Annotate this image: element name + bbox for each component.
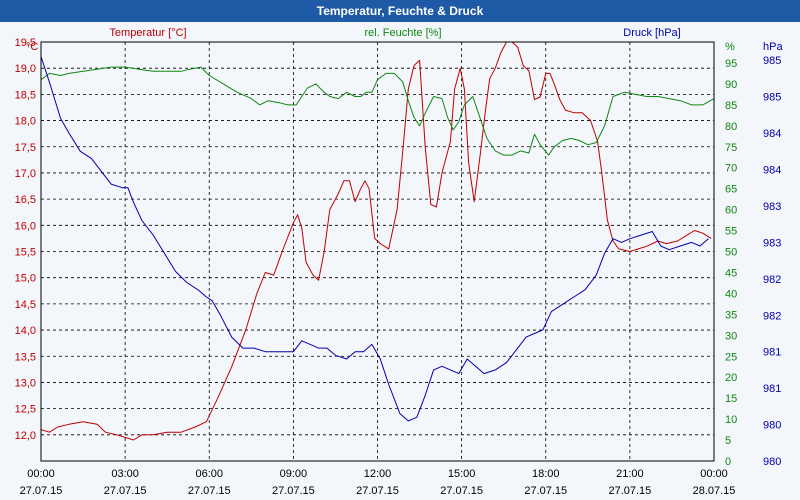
axis-labels: Temperatur [°C] rel. Feuchte [%] Druck [… <box>26 27 783 53</box>
humidity-unit: % <box>725 41 735 53</box>
x-tick-time: 06:00 <box>195 468 223 480</box>
humidity-tick-label: 80 <box>725 121 737 133</box>
temperature-tick-label: 13,0 <box>15 377 36 389</box>
x-tick-time: 21:00 <box>616 468 644 480</box>
x-tick-time: 00:00 <box>700 468 728 480</box>
x-tick-date: 27.07.15 <box>608 485 651 497</box>
humidity-tick-label: 55 <box>725 226 737 238</box>
temperature-tick-label: 16,5 <box>15 194 36 206</box>
humidity-tick-label: 40 <box>725 288 737 300</box>
pressure-tick-label: 981 <box>763 347 781 359</box>
humidity-tick-label: 85 <box>725 100 737 112</box>
temperature-axis-label: Temperatur [°C] <box>109 27 186 39</box>
window-title: Temperatur, Feuchte & Druck <box>316 4 484 18</box>
temperature-series-line <box>40 41 712 441</box>
x-tick-date: 27.07.15 <box>440 485 483 497</box>
pressure-tick-label: 980 <box>763 456 781 468</box>
humidity-axis-label: rel. Feuchte [%] <box>364 27 441 39</box>
pressure-tick-label: 985 <box>763 92 781 104</box>
x-tick-time: 15:00 <box>448 468 476 480</box>
pressure-tick-label: 981 <box>763 383 781 395</box>
temperature-tick-label: 17,0 <box>15 168 36 180</box>
humidity-tick-label: 25 <box>725 351 737 363</box>
pressure-tick-label: 983 <box>763 201 781 213</box>
temperature-unit: °C <box>26 41 38 53</box>
temperature-tick-label: 13,5 <box>15 351 36 363</box>
pressure-tick-label: 983 <box>763 237 781 249</box>
humidity-tick-label: 10 <box>725 414 737 426</box>
title-bar: Temperatur, Feuchte & Druck <box>0 0 800 22</box>
x-tick-time: 03:00 <box>111 468 139 480</box>
x-tick-date: 27.07.15 <box>524 485 567 497</box>
pressure-tick-label: 982 <box>763 274 781 286</box>
humidity-tick-label: 50 <box>725 247 737 259</box>
temperature-tick-label: 17,5 <box>15 142 36 154</box>
humidity-tick-label: 60 <box>725 205 737 217</box>
temperature-tick-label: 18,0 <box>15 116 36 128</box>
x-tick-date: 27.07.15 <box>356 485 399 497</box>
pressure-tick-label: 984 <box>763 128 781 140</box>
temperature-tick-label: 14,0 <box>15 325 36 337</box>
temperature-tick-label: 12,5 <box>15 404 36 416</box>
humidity-tick-label: 95 <box>725 58 737 70</box>
humidity-tick-label: 65 <box>725 184 737 196</box>
x-tick-time: 00:00 <box>27 468 55 480</box>
temperature-tick-label: 15,5 <box>15 247 36 259</box>
pressure-tick-label: 982 <box>763 310 781 322</box>
series-lines <box>40 41 715 441</box>
x-tick-date: 28.07.15 <box>693 485 736 497</box>
x-tick-date: 27.07.15 <box>272 485 315 497</box>
pressure-series-line <box>40 56 709 422</box>
temperature-tick-label: 19,5 <box>15 37 36 49</box>
grid <box>41 42 714 461</box>
humidity-tick-label: 5 <box>725 435 731 447</box>
temperature-tick-label: 14,5 <box>15 299 36 311</box>
humidity-tick-label: 30 <box>725 330 737 342</box>
humidity-tick-label: 20 <box>725 372 737 384</box>
x-tick-time: 18:00 <box>532 468 560 480</box>
pressure-axis-label: Druck [hPa] <box>623 27 680 39</box>
humidity-tick-label: 75 <box>725 142 737 154</box>
temperature-tick-label: 15,0 <box>15 273 36 285</box>
humidity-tick-label: 35 <box>725 309 737 321</box>
humidity-tick-label: 90 <box>725 79 737 91</box>
plot-frame <box>40 41 715 462</box>
humidity-tick-label: 0 <box>725 456 731 468</box>
x-tick-date: 27.07.15 <box>104 485 147 497</box>
x-tick-time: 09:00 <box>280 468 308 480</box>
tick-labels: 19,5 19,0 18,5 18,0 17,5 17,0 16,5 16,0 15,5 15,0… <box>15 37 782 497</box>
humidity-tick-label: 70 <box>725 163 737 175</box>
humidity-series-line <box>40 66 715 156</box>
x-tick-date: 27.07.15 <box>20 485 63 497</box>
temperature-tick-label: 12,0 <box>15 430 36 442</box>
temperature-tick-label: 16,0 <box>15 220 36 232</box>
chart-area: Temperatur [°C] rel. Feuchte [%] Druck [… <box>15 27 784 497</box>
pressure-tick-label: 985 <box>763 55 781 67</box>
humidity-tick-label: 45 <box>725 267 737 279</box>
pressure-tick-label: 984 <box>763 165 781 177</box>
temperature-tick-label: 18,5 <box>15 89 36 101</box>
temperature-tick-label: 19,0 <box>15 63 36 75</box>
humidity-tick-label: 15 <box>725 393 737 405</box>
pressure-unit: hPa <box>763 41 783 53</box>
pressure-tick-label: 980 <box>763 420 781 432</box>
x-tick-time: 12:00 <box>364 468 392 480</box>
x-tick-date: 27.07.15 <box>188 485 231 497</box>
